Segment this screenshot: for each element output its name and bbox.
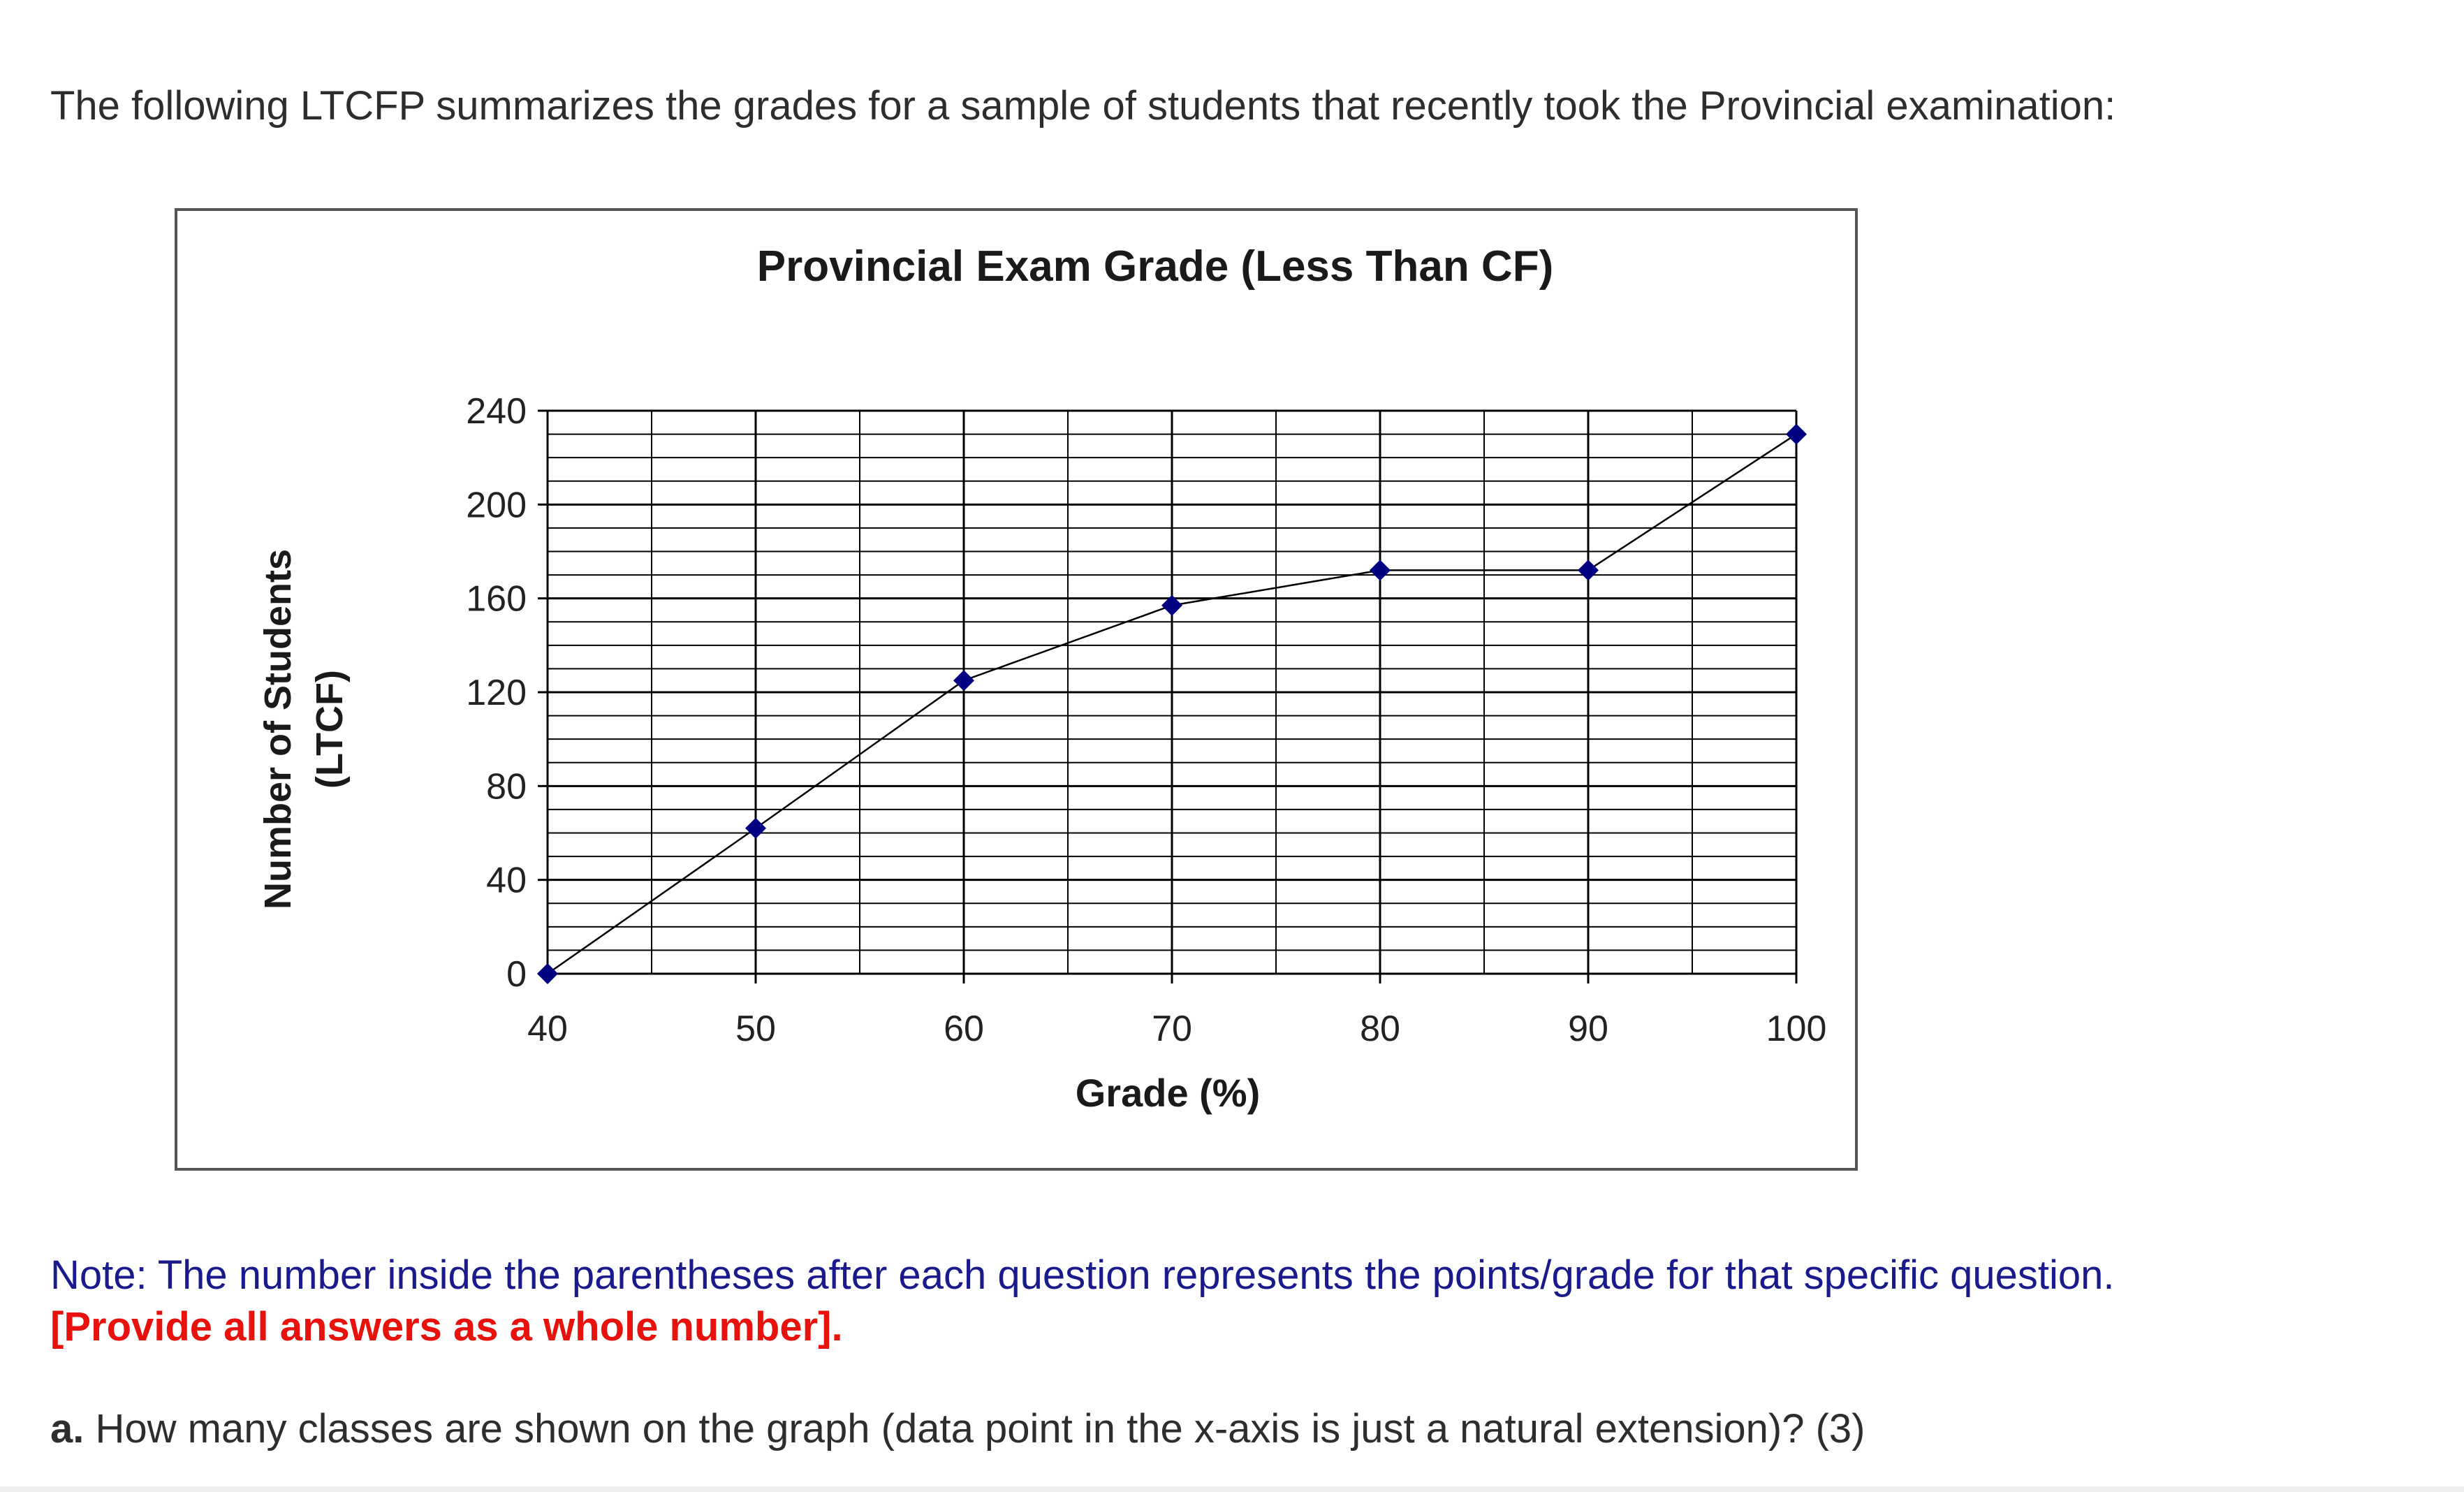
bottom-divider [0,1486,2464,1492]
y-tick-label: 200 [466,485,527,525]
data-point-marker [1370,560,1391,581]
grid-lines [538,409,1798,983]
question-text: How many classes are shown on the graph … [84,1406,1865,1451]
ltcf-chart: Provincial Exam Grade (Less Than CF) 040… [257,242,1826,1115]
x-tick-label: 100 [1766,1009,1827,1049]
x-tick-label: 50 [735,1009,776,1049]
data-point-marker [1578,560,1599,581]
y-axis-label-line2: (LTCF) [309,670,351,789]
x-axis-label: Grade (%) [1076,1071,1261,1115]
x-tick-label: 70 [1152,1009,1192,1049]
y-tick-labels: 0 40 80 120 160 200 240 [466,391,527,995]
x-tick-label: 40 [527,1009,568,1049]
whole-number-warning: [Provide all answers as a whole number]. [50,1304,843,1350]
data-point-marker [745,817,766,839]
data-point-marker [1786,423,1807,445]
data-point-marker [953,670,974,692]
y-tick-label: 120 [466,673,527,713]
y-tick-label: 240 [466,391,527,432]
data-point-marker [1161,594,1182,616]
data-point-marker [537,963,558,984]
y-tick-label: 0 [506,954,527,995]
data-markers [537,423,1807,984]
chart-title: Provincial Exam Grade (Less Than CF) [757,242,1553,291]
y-tick-label: 80 [486,766,527,807]
note-text: Note: The number inside the parentheses … [50,1252,2115,1298]
y-axis-label-line1: Number of Students [257,549,299,909]
y-tick-label: 40 [486,861,527,901]
x-tick-label: 80 [1360,1009,1400,1049]
question-a: a. How many classes are shown on the gra… [50,1405,1865,1452]
intro-text: The following LTCFP summarizes the grade… [50,83,2116,129]
x-tick-label: 90 [1568,1009,1608,1049]
x-tick-label: 60 [944,1009,984,1049]
y-axis-label: Number of Students (LTCF) [257,549,351,909]
question-label: a. [50,1406,85,1451]
chart-frame: Provincial Exam Grade (Less Than CF) 0 40… [175,208,1858,1171]
x-tick-labels: 40 50 60 70 80 90 100 [527,1009,1826,1049]
y-tick-label: 160 [466,579,527,620]
